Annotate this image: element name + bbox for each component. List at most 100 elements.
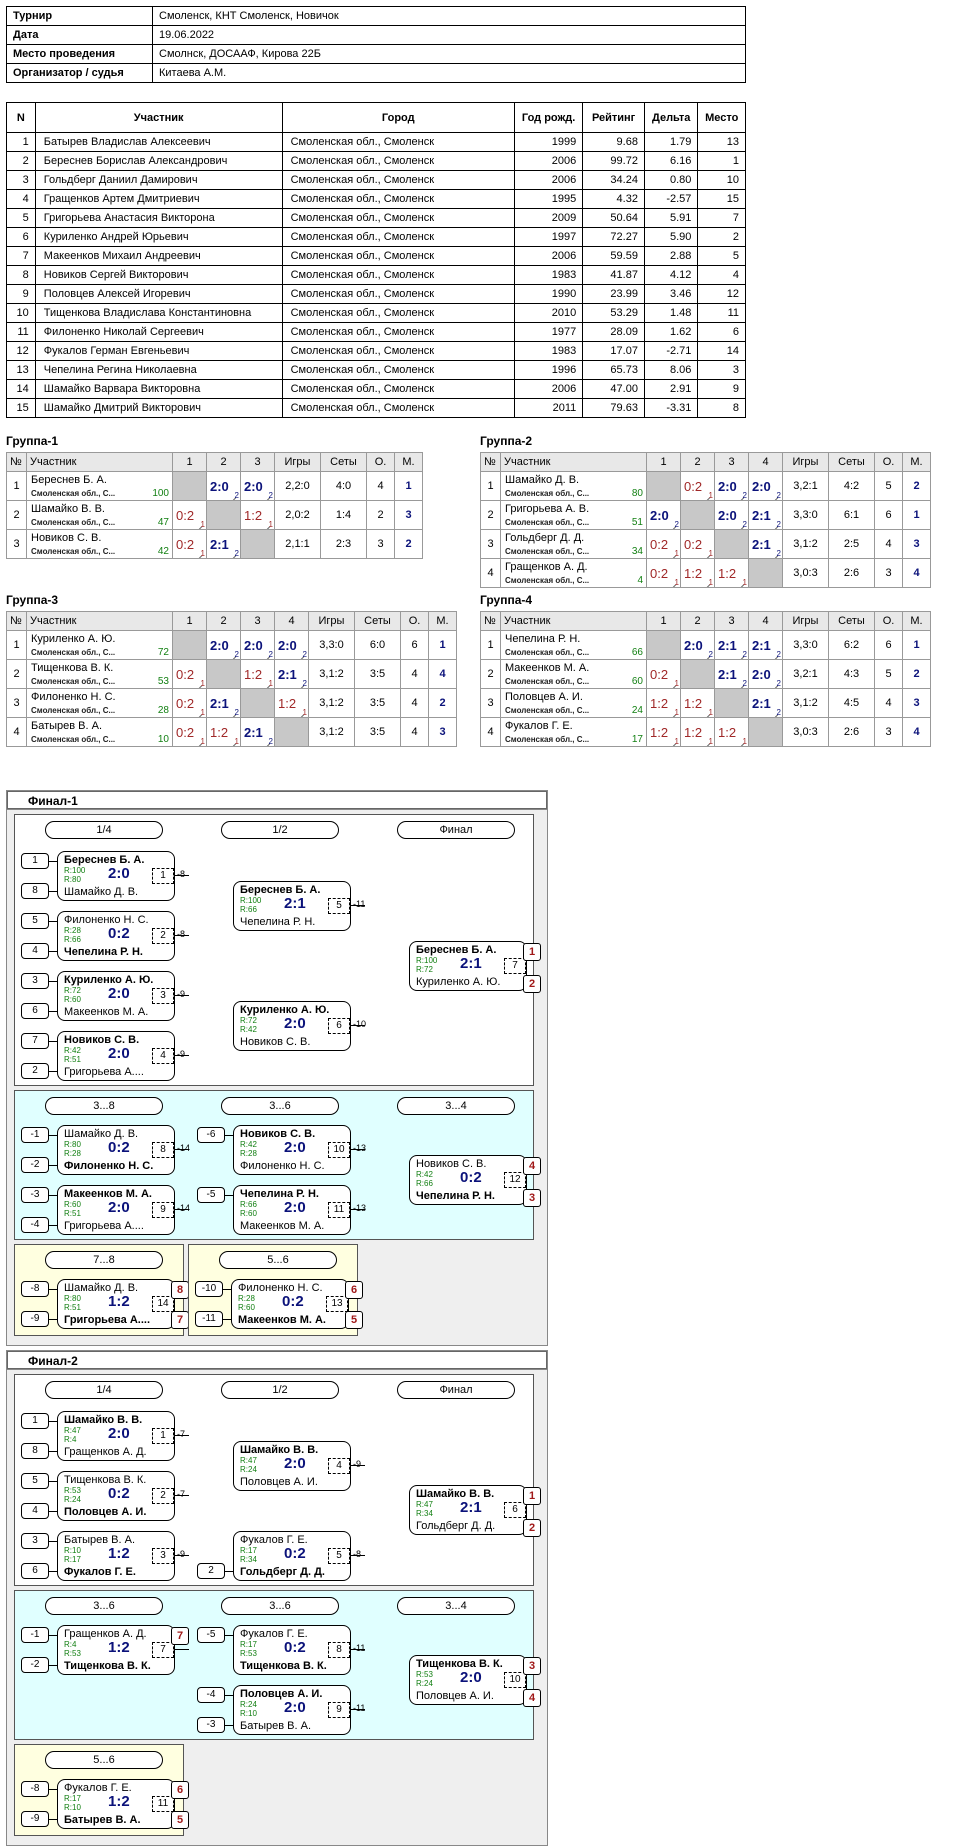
- group-header-col: 3: [714, 611, 749, 631]
- score-cell: 0:2 1: [680, 529, 715, 559]
- match-score: 2:1 2: [276, 661, 308, 688]
- info-value: Смолнск, ДОСААФ, Кирова 22Б: [152, 44, 746, 64]
- group-header-row: № Участник 1 2 3 4 Игры Сеты О. М.: [480, 452, 931, 472]
- player-bottom: Григорьева А....: [64, 1314, 151, 1326]
- game-number: 1: [152, 868, 174, 884]
- score-value: 2:0: [650, 507, 669, 523]
- final-title: Финал-1: [7, 791, 547, 809]
- group-header-col: 2: [206, 611, 241, 631]
- birth-year: 1983: [513, 265, 584, 285]
- match-score: 2:0: [284, 1455, 306, 1472]
- participants-header: Дельта: [643, 102, 699, 133]
- participant-city: Смоленская обл., С...: [31, 706, 116, 715]
- match-score: 1:2 1: [276, 690, 308, 717]
- match-score: 2:1 2: [750, 632, 782, 659]
- round-label: 3...6: [221, 1597, 339, 1615]
- participant-name: Тищенкова В. К.: [31, 662, 114, 674]
- participant-name: Макеенков М. А.: [505, 662, 590, 674]
- game-number: 13: [326, 1296, 348, 1312]
- rating-delta: 6.16: [643, 151, 699, 171]
- round-label: Финал: [397, 821, 515, 839]
- participants-header: Рейтинг: [582, 102, 645, 133]
- group-participant: Гращенков А. Д. Смоленская обл., С... 4: [500, 558, 647, 588]
- score-value: 2:0: [752, 478, 771, 494]
- score-cell: 2:1 2: [206, 688, 241, 718]
- group-games: 3,1:2: [308, 659, 355, 689]
- loser-link: -7: [177, 1489, 186, 1499]
- connector: [49, 1819, 57, 1820]
- place-box: 5: [171, 1811, 189, 1829]
- score-cell: 0:2 1: [646, 529, 681, 559]
- score-points: 2: [234, 490, 239, 500]
- score-cell: 2:0 2: [646, 500, 681, 530]
- row-number: 8: [6, 265, 36, 285]
- match-score: 1:2 1: [716, 560, 748, 587]
- score-value: 2:1: [752, 507, 771, 523]
- rating-bottom: R:66: [240, 905, 257, 914]
- participant-city: Смоленская обл., С...: [505, 576, 590, 585]
- match-box: Гращенков А. Д. R:4 R:53 1:2 7 Тищенкова В. К…: [57, 1625, 175, 1675]
- rating-top: R:100: [240, 896, 262, 905]
- match-score: 2:0: [108, 865, 130, 882]
- participant-city: Смоленская обл., Смоленск: [281, 379, 515, 399]
- group-header-games: Игры: [308, 611, 355, 631]
- score-cell: [680, 659, 715, 689]
- rating-top: R:72: [240, 1016, 257, 1025]
- place-box: 2: [523, 1519, 541, 1537]
- group-header-cell: Участник: [500, 611, 647, 631]
- rating-delta: 0.80: [643, 170, 699, 190]
- score-cell: [714, 688, 749, 718]
- player-bottom: Батырев В. А.: [240, 1720, 312, 1732]
- group-header-o: О.: [874, 452, 903, 472]
- participant-name: Береснев Борислав Александрович: [34, 151, 283, 171]
- match-score: 1:2: [108, 1293, 130, 1310]
- rating-bottom: R:34: [240, 1555, 257, 1564]
- loser-link: -11: [353, 1643, 366, 1653]
- group-row-number: 2: [480, 659, 501, 689]
- score-points: 2: [742, 490, 747, 500]
- player-top: Новиков С. В.: [416, 1158, 487, 1170]
- connector: [49, 1511, 57, 1512]
- player-bottom: Тищенкова В. К.: [64, 1660, 151, 1672]
- group-games: 3,0:3: [782, 717, 829, 747]
- match-score: 2:0: [108, 1199, 130, 1216]
- connector: [175, 1209, 189, 1210]
- seed-box: -11: [195, 1311, 223, 1327]
- score-cell: 2:1 2: [748, 630, 783, 660]
- group-row: 3 Филоненко Н. С. Смоленская обл., С... 28 0…: [6, 688, 457, 718]
- participant-name: Филоненко Николай Сергеевич: [34, 322, 283, 342]
- score-value: 0:2: [650, 666, 669, 682]
- participants-header: Участник: [34, 102, 283, 133]
- participant-city: Смоленская обл., С...: [31, 547, 116, 556]
- group-row-number: 2: [480, 500, 501, 530]
- seed-box: 6: [21, 1563, 49, 1579]
- score-value: 2:1: [752, 637, 771, 653]
- score-cell: [646, 630, 681, 660]
- loser-link: -13: [353, 1143, 367, 1153]
- match-box: Тищенкова В. К. R:53 R:24 2:0 10 Половцев А. …: [409, 1655, 527, 1705]
- group-row-number: 1: [6, 471, 27, 501]
- group-header-games: Игры: [782, 611, 829, 631]
- group-participant: Куриленко А. Ю. Смоленская обл., С... 72: [26, 630, 173, 660]
- connector: [351, 905, 365, 906]
- score-cell: 2:1 2: [748, 529, 783, 559]
- score-cell: [172, 630, 207, 660]
- group-sets: 4:2: [828, 471, 875, 501]
- seed-box: -9: [21, 1311, 49, 1327]
- game-number: 11: [328, 1202, 350, 1218]
- rating-top: R:24: [240, 1700, 257, 1709]
- final-place: 1: [697, 151, 746, 171]
- final-place: 4: [697, 265, 746, 285]
- group-games: 3,1:2: [782, 688, 829, 718]
- match-score: 2:0 2: [648, 502, 680, 529]
- participant-name: Гращенков Артем Дмитриевич: [34, 189, 283, 209]
- score-points: 1: [200, 548, 205, 558]
- player-top: Куриленко А. Ю.: [240, 1004, 330, 1016]
- match-score: 1:2 1: [242, 502, 274, 529]
- place-box: 3: [523, 1189, 541, 1207]
- participant-rating: 28: [157, 705, 169, 716]
- group-title: Группа-2: [480, 434, 533, 448]
- score-cell: [240, 688, 275, 718]
- group-participant: Гольдберг Д. Д. Смоленская обл., С... 34: [500, 529, 647, 559]
- group-header-row: № Участник 1 2 3 4 Игры Сеты О. М.: [6, 611, 457, 631]
